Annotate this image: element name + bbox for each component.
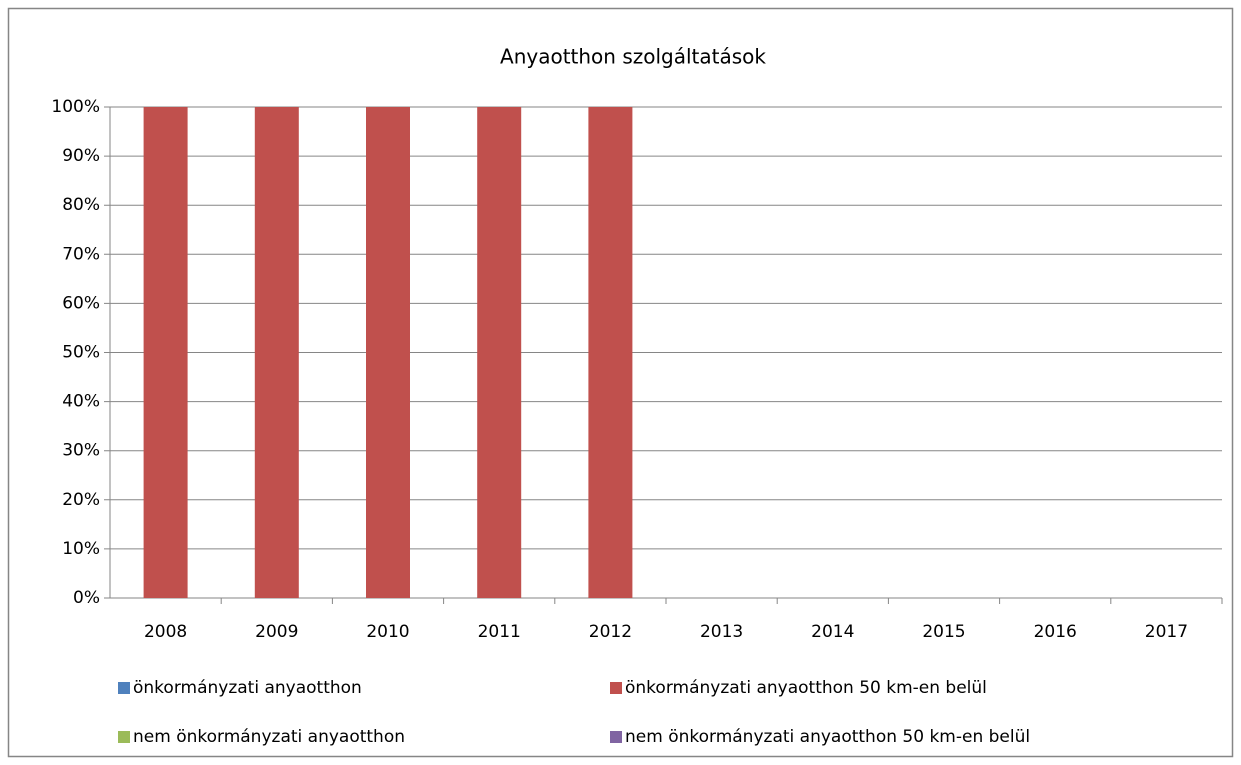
x-tick-label: 2009 bbox=[255, 622, 298, 642]
legend-swatch bbox=[118, 731, 130, 743]
y-tick-label: 10% bbox=[62, 539, 100, 559]
legend-label: nem önkormányzati anyaotthon bbox=[133, 727, 405, 747]
y-tick-label: 70% bbox=[62, 244, 100, 264]
legend-label: nem önkormányzati anyaotthon 50 km-en be… bbox=[625, 727, 1030, 747]
y-tick-label: 20% bbox=[62, 490, 100, 510]
bar bbox=[477, 107, 522, 598]
chart-title: Anyaotthon szolgáltatások bbox=[500, 45, 766, 69]
legend-swatch bbox=[610, 682, 622, 694]
bar bbox=[143, 107, 188, 598]
x-tick-label: 2011 bbox=[478, 622, 521, 642]
legend-label: önkormányzati anyaotthon 50 km-en belül bbox=[625, 678, 987, 698]
x-tick-label: 2008 bbox=[144, 622, 187, 642]
y-tick-label: 100% bbox=[51, 97, 100, 117]
y-tick-label: 90% bbox=[62, 146, 100, 166]
x-tick-label: 2010 bbox=[366, 622, 409, 642]
x-tick-label: 2012 bbox=[589, 622, 632, 642]
y-tick-label: 50% bbox=[62, 343, 100, 363]
bar bbox=[366, 107, 410, 598]
x-tick-label: 2014 bbox=[811, 622, 854, 642]
y-tick-label: 40% bbox=[62, 392, 100, 412]
bar bbox=[254, 107, 299, 598]
y-tick-label: 80% bbox=[62, 195, 100, 215]
x-tick-label: 2016 bbox=[1034, 622, 1077, 642]
legend-swatch bbox=[118, 682, 130, 694]
y-tick-label: 0% bbox=[73, 588, 100, 608]
legend-swatch bbox=[610, 731, 622, 743]
x-tick-label: 2013 bbox=[700, 622, 743, 642]
y-tick-label: 30% bbox=[62, 441, 100, 461]
legend-label: önkormányzati anyaotthon bbox=[133, 678, 362, 698]
y-tick-label: 60% bbox=[62, 293, 100, 313]
x-tick-label: 2017 bbox=[1145, 622, 1188, 642]
x-tick-label: 2015 bbox=[922, 622, 965, 642]
bar bbox=[588, 107, 633, 598]
